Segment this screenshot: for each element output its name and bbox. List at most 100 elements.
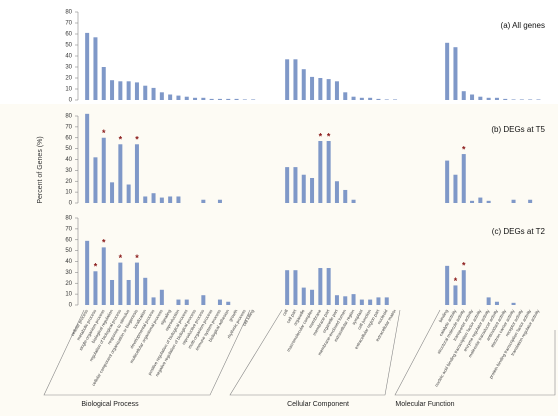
bar [461,91,466,100]
bar [453,174,458,203]
bar [503,98,508,100]
bar [343,189,348,203]
bar [251,99,256,100]
y-tick-label: 10 [65,292,72,298]
bar [310,177,315,203]
significance-marker: * [119,135,123,145]
bar [445,160,450,203]
bar [461,154,466,203]
bar [168,196,173,203]
bar [184,96,189,100]
bar [393,99,398,100]
y-tick-label: 40 [65,157,72,163]
y-tick-label: 0 [69,98,73,104]
bar [285,59,290,100]
bar [445,42,450,100]
bar [85,32,90,100]
bar [134,144,139,203]
bar [470,200,475,203]
bar [110,279,115,305]
bar [318,268,323,305]
bar [453,285,458,305]
significance-marker: * [327,131,331,141]
bar [293,167,298,203]
y-tick-label: 70 [65,226,72,232]
bar [536,99,541,100]
bar [242,99,247,100]
bar [134,262,139,305]
significance-marker: * [462,261,466,271]
bar [201,199,206,203]
bar [143,85,148,100]
bar [351,96,356,100]
bar [93,157,98,203]
y-tick-label: 60 [65,135,72,141]
bar [343,296,348,305]
bar [126,81,131,100]
bar [176,299,181,305]
significance-marker: * [319,131,323,141]
significance-marker: * [102,128,106,138]
bar [511,99,516,100]
bar [318,78,323,100]
bar [110,182,115,203]
bar [126,279,131,305]
bar [85,113,90,203]
x-tick-label: binding [438,308,450,323]
bar [301,287,306,305]
y-tick-label: 80 [65,114,72,120]
y-tick-label: 80 [65,216,72,222]
bar [234,98,239,100]
bar [318,141,323,203]
bar [384,297,389,305]
bar [143,277,148,305]
bar [85,240,90,305]
significance-marker: * [462,144,466,154]
top-background [0,0,558,104]
y-tick-label: 50 [65,248,72,254]
significance-marker: * [135,253,139,263]
bar [226,301,231,305]
y-tick-label: 10 [65,87,72,93]
bar [93,271,98,305]
bar [445,265,450,305]
bar [326,268,331,305]
bar [519,99,524,100]
bar [110,80,115,100]
significance-marker: * [119,253,123,263]
y-tick-label: 70 [65,124,72,130]
bar [285,270,290,305]
bar [334,181,339,203]
bar [201,295,206,305]
bar [126,184,131,203]
panel-title: (c) DEGs at T2 [492,227,546,236]
bar [368,97,373,100]
bar [209,98,214,100]
bar [151,297,156,305]
bar [93,37,98,100]
bar [494,301,499,305]
bar [101,67,106,100]
bar [359,97,364,100]
y-tick-label: 0 [69,201,73,207]
y-tick-label: 20 [65,179,72,185]
bar [528,199,533,203]
bar [159,197,164,203]
bar [478,96,483,100]
x-tick-label: growth [228,308,239,322]
bar [494,97,499,100]
bar [193,97,198,100]
bar [376,98,381,100]
significance-marker: * [94,262,98,272]
y-tick-label: 70 [65,21,72,27]
bar [359,299,364,305]
y-tick-label: 40 [65,54,72,60]
bar [217,199,222,203]
bar [486,200,491,203]
bar [384,99,389,100]
significance-marker: * [135,135,139,145]
y-tick-label: 10 [65,190,72,196]
bar [351,199,356,203]
y-tick-label: 60 [65,32,72,38]
